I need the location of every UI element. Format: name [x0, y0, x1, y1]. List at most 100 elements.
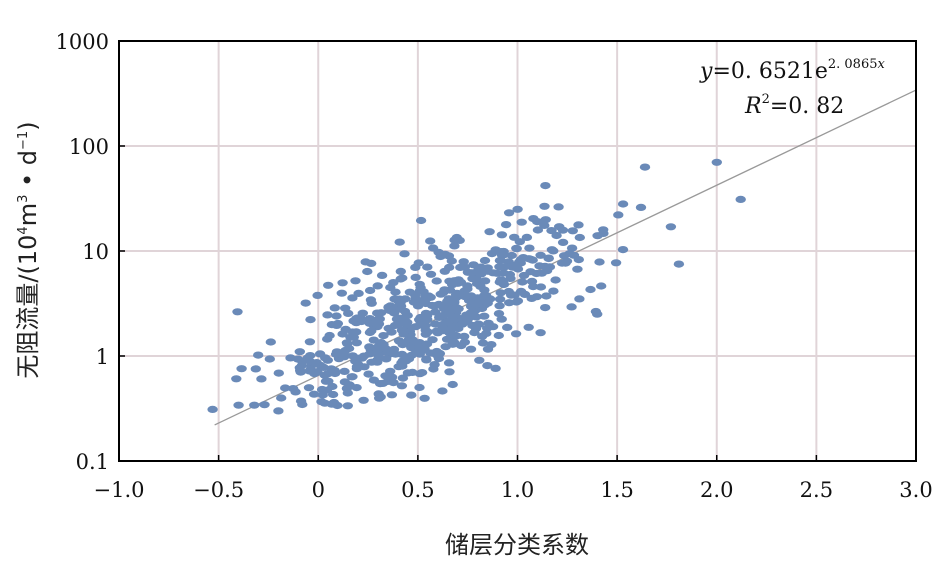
x-axis-label: 储层分类系数 — [445, 531, 589, 559]
data-point — [366, 299, 377, 307]
data-point — [351, 365, 363, 373]
data-point — [535, 251, 546, 259]
data-point — [639, 163, 651, 171]
data-point — [336, 289, 347, 297]
data-point — [476, 269, 487, 277]
data-point — [479, 312, 490, 320]
data-point — [295, 397, 307, 405]
data-point — [566, 303, 577, 311]
data-point — [496, 315, 507, 323]
data-point — [459, 332, 470, 340]
data-point — [673, 260, 685, 268]
data-point — [378, 340, 389, 348]
data-point — [585, 285, 596, 294]
data-point — [521, 233, 533, 241]
data-point — [327, 382, 338, 391]
data-point — [433, 248, 444, 256]
data-point — [477, 339, 489, 347]
data-point — [314, 350, 326, 358]
data-point — [539, 221, 550, 229]
x-tick-label: 0.5 — [401, 478, 434, 502]
data-point — [635, 203, 647, 211]
data-point — [368, 376, 380, 384]
data-point — [303, 384, 315, 392]
data-point — [665, 223, 677, 231]
data-point — [541, 267, 553, 275]
data-point — [535, 329, 546, 337]
r-squared-label: R2=0. 82 — [744, 92, 844, 119]
data-point — [343, 309, 354, 317]
data-point — [574, 295, 585, 303]
data-point — [402, 311, 413, 320]
data-point — [304, 338, 316, 346]
data-point — [455, 278, 467, 286]
data-point — [574, 233, 585, 242]
y-tick-label: 1 — [96, 345, 109, 369]
data-point — [406, 344, 417, 352]
data-point — [433, 355, 445, 363]
data-point — [383, 304, 395, 312]
data-point — [561, 257, 573, 265]
data-point — [509, 233, 520, 241]
data-point — [482, 362, 493, 370]
data-point — [510, 330, 522, 338]
data-point — [366, 259, 377, 267]
data-point — [592, 310, 603, 318]
data-point — [414, 280, 425, 288]
data-point — [469, 329, 480, 337]
data-point — [311, 359, 322, 367]
data-point — [443, 359, 455, 367]
data-point — [253, 351, 264, 359]
data-point — [441, 335, 453, 343]
data-point — [465, 345, 477, 353]
data-point — [396, 382, 408, 390]
data-point — [523, 323, 534, 331]
data-point — [592, 232, 603, 240]
data-point — [342, 402, 353, 410]
data-point — [366, 327, 377, 335]
y-tick-label: 100 — [69, 135, 109, 159]
data-point — [386, 391, 398, 399]
data-point — [308, 390, 320, 398]
data-point — [431, 327, 442, 335]
data-point — [453, 305, 464, 313]
data-point — [296, 361, 307, 370]
data-point — [557, 226, 569, 234]
data-point — [490, 364, 501, 372]
data-point — [351, 339, 362, 347]
data-point — [435, 290, 446, 298]
data-point — [564, 250, 575, 258]
data-point — [494, 263, 505, 271]
data-point — [449, 242, 460, 250]
data-point — [355, 315, 367, 323]
data-point — [302, 354, 313, 362]
data-point — [264, 355, 275, 363]
data-point — [735, 195, 746, 203]
data-point — [394, 337, 405, 345]
data-point — [448, 331, 460, 339]
x-tick-label: 1.0 — [501, 478, 534, 502]
data-point — [525, 255, 537, 263]
data-point — [468, 308, 479, 316]
data-point — [322, 311, 333, 319]
data-point — [329, 304, 340, 312]
data-point — [344, 381, 355, 389]
data-point — [337, 279, 348, 287]
data-point — [500, 221, 512, 229]
data-point — [280, 384, 291, 392]
data-point — [450, 291, 462, 299]
data-point — [458, 258, 469, 266]
data-point — [273, 407, 284, 415]
data-point — [496, 251, 508, 259]
data-point — [421, 355, 432, 363]
data-point — [259, 401, 270, 409]
data-point — [395, 275, 406, 283]
data-point — [548, 247, 559, 255]
data-point — [372, 309, 383, 317]
data-point — [539, 202, 550, 210]
data-point — [404, 288, 416, 296]
data-point — [373, 390, 384, 398]
data-point — [410, 273, 421, 281]
data-point — [420, 330, 431, 338]
data-point — [493, 310, 505, 318]
